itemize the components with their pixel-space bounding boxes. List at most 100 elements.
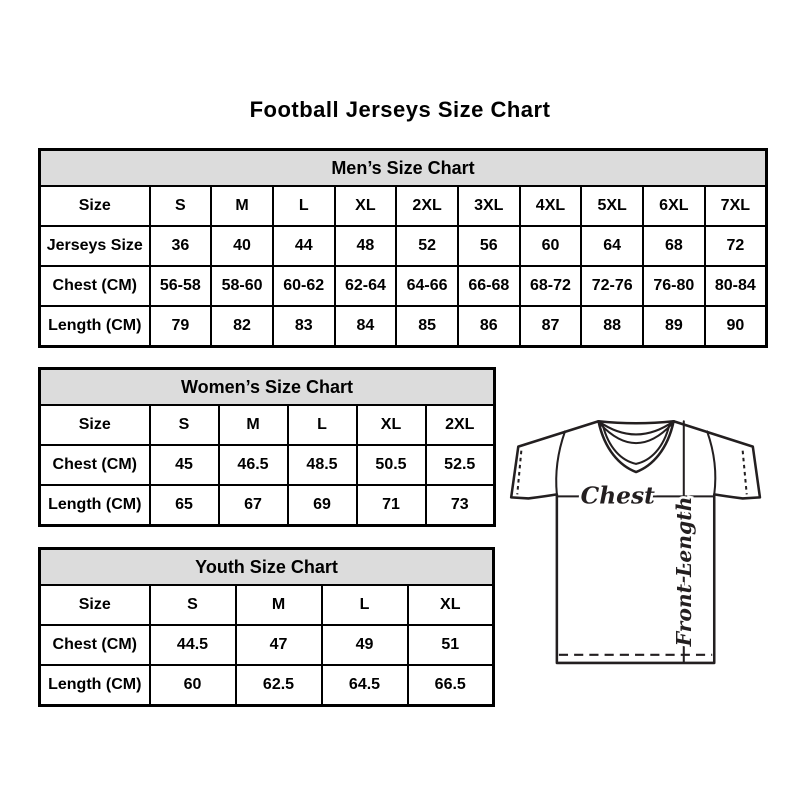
value-cell: 36 [148,225,213,267]
sleeve-cuff-line-left [516,450,523,495]
row-label-cell: Chest (CM) [38,444,151,486]
value-cell: S [148,185,213,227]
value-cell: 68 [642,225,706,267]
value-cell: 87 [518,305,583,348]
value-cell: 47 [234,624,323,666]
value-cell: 50.5 [355,444,427,486]
armhole-seam-right [706,430,717,496]
table-row: Size S M L XL 2XL 3XL 4XL 5XL 6XL 7XL [38,185,768,227]
value-cell: 85 [395,305,459,348]
mens-size-table: Men’s Size Chart Size S M L XL 2XL 3XL 4XL 5XL 6XL… [38,148,768,348]
front-length-label: Front Length [672,497,696,648]
value-cell: 68-72 [518,265,583,307]
value-cell: 72-76 [580,265,644,307]
vneck-outer [597,419,675,474]
value-cell: 64-66 [395,265,459,307]
value-cell: 79 [148,305,213,348]
table-title-row: Men’s Size Chart [38,148,768,187]
value-cell: 80-84 [703,265,768,307]
value-cell: 86 [456,305,521,348]
chest-label: Chest [581,482,656,510]
table-title: Women’s Size Chart [38,367,496,406]
jersey-neck-top [597,419,675,425]
value-cell: 3XL [456,185,521,227]
value-cell: L [271,185,336,227]
value-cell: 83 [271,305,336,348]
table-row: Length (CM) 79 82 83 84 85 86 87 88 89 90 [38,305,768,348]
value-cell: 65 [148,484,220,527]
value-cell: 73 [424,484,496,527]
value-cell: S [148,584,237,626]
value-cell: 45 [148,444,220,486]
row-label-cell: Size [38,404,151,446]
youth-size-table: Youth Size Chart Size S M L XL Chest (CM) 44.5 4… [38,547,495,707]
sleeve-cuff-line-right [741,450,748,495]
value-cell: M [210,185,274,227]
value-cell: 56-58 [148,265,213,307]
value-cell: M [217,404,289,446]
table-row: Size S M L XL [38,584,495,626]
value-cell: 90 [703,305,768,348]
collar-arc-outer [597,420,675,436]
value-cell: L [286,404,358,446]
value-cell: 66-68 [456,265,521,307]
row-label-cell: Chest (CM) [38,624,151,666]
row-label-cell: Length (CM) [38,305,151,348]
value-cell: 66.5 [406,664,495,707]
value-cell: 4XL [518,185,583,227]
value-cell: L [320,584,409,626]
value-cell: 76-80 [642,265,706,307]
value-cell: 52.5 [424,444,496,486]
value-cell: 52 [395,225,459,267]
table-title-row: Youth Size Chart [38,547,495,586]
value-cell: XL [406,584,495,626]
value-cell: 64 [580,225,644,267]
value-cell: 60 [518,225,583,267]
row-label-cell: Size [38,584,151,626]
collar-arc-inner [599,423,673,445]
value-cell: 84 [333,305,398,348]
value-cell: 40 [210,225,274,267]
jersey-outline [509,419,762,665]
value-cell: 48.5 [286,444,358,486]
value-cell: 82 [210,305,274,348]
value-cell: S [148,404,220,446]
value-cell: 48 [333,225,398,267]
value-cell: 89 [642,305,706,348]
value-cell: 46.5 [217,444,289,486]
value-cell: 49 [320,624,409,666]
table-row: Chest (CM) 56-58 58-60 60-62 62-64 64-66 66-68… [38,265,768,307]
row-label-cell: Jerseys Size [38,225,151,267]
row-label-cell: Chest (CM) [38,265,151,307]
table-row: Length (CM) 60 62.5 64.5 66.5 [38,664,495,707]
value-cell: 88 [580,305,644,348]
value-cell: 51 [406,624,495,666]
value-cell: XL [333,185,398,227]
value-cell: 60-62 [271,265,336,307]
table-row: Chest (CM) 45 46.5 48.5 50.5 52.5 [38,444,496,486]
table-title-row: Women’s Size Chart [38,367,496,406]
value-cell: 44.5 [148,624,237,666]
value-cell: 5XL [580,185,644,227]
table-row: Size S M L XL 2XL [38,404,496,446]
value-cell: 58-60 [210,265,274,307]
value-cell: 72 [703,225,768,267]
table-row: Chest (CM) 44.5 47 49 51 [38,624,495,666]
table-row: Jerseys Size 36 40 44 48 52 56 60 64 68 72 [38,225,768,267]
value-cell: 67 [217,484,289,527]
value-cell: XL [355,404,427,446]
value-cell: 6XL [642,185,706,227]
value-cell: 64.5 [320,664,409,707]
value-cell: 62-64 [333,265,398,307]
value-cell: 7XL [703,185,768,227]
value-cell: 71 [355,484,427,527]
row-label-cell: Length (CM) [38,484,151,527]
table-row: Length (CM) 65 67 69 71 73 [38,484,496,527]
table-title: Youth Size Chart [38,547,495,586]
value-cell: 2XL [395,185,459,227]
vneck-inner [601,423,671,465]
value-cell: 62.5 [234,664,323,707]
value-cell: 2XL [424,404,496,446]
armhole-seam-left [555,430,566,496]
